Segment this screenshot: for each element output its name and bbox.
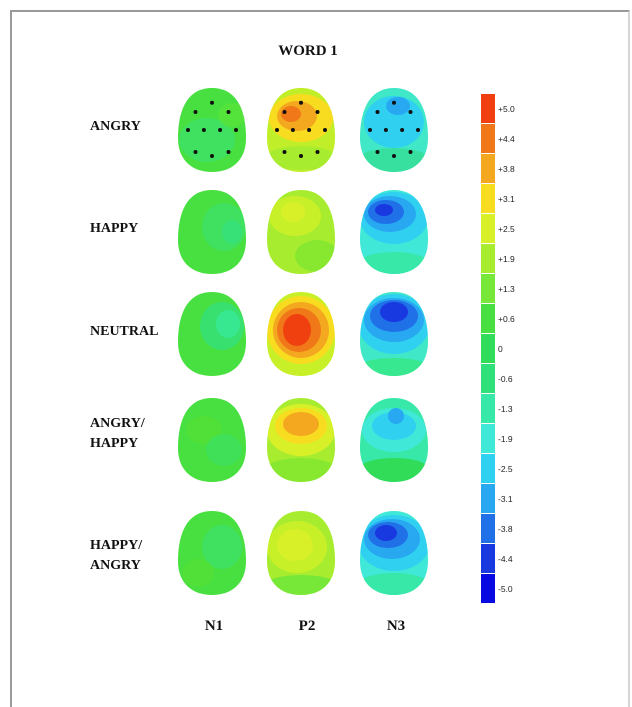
electrode-dot bbox=[210, 154, 214, 158]
color-scale-swatch bbox=[481, 184, 495, 213]
electrode-dot bbox=[299, 154, 303, 158]
color-scale-swatch bbox=[481, 574, 495, 603]
electrode-dot bbox=[400, 128, 405, 132]
column-label-n3: N3 bbox=[386, 618, 406, 634]
electrode-dots-n3 bbox=[368, 100, 420, 158]
topomap-neutral-p2 bbox=[267, 292, 335, 376]
electrode-dot bbox=[193, 150, 198, 154]
color-scale-swatch bbox=[481, 244, 495, 273]
topomap-happy-angry-p2 bbox=[267, 511, 335, 595]
color-scale-label: +3.1 bbox=[498, 194, 515, 204]
topomap-angry-p2 bbox=[267, 88, 335, 172]
color-scale-label: +2.5 bbox=[498, 224, 515, 234]
electrode-dot bbox=[226, 110, 231, 114]
electrode-dot bbox=[408, 110, 413, 114]
electrode-dot bbox=[275, 128, 279, 132]
electrode-dot bbox=[282, 110, 287, 114]
color-scale-label: +0.6 bbox=[498, 314, 515, 324]
electrode-dot bbox=[234, 128, 238, 132]
topomap-angry-happy-n1 bbox=[178, 398, 246, 482]
electrode-dot bbox=[392, 154, 396, 158]
topomap-happy-p2 bbox=[267, 190, 335, 274]
electrode-dot bbox=[383, 128, 388, 132]
color-scale-swatch bbox=[481, 274, 495, 303]
electrode-dot bbox=[226, 150, 231, 154]
electrode-dot bbox=[307, 128, 312, 132]
column-label-n1: N1 bbox=[204, 618, 224, 634]
color-scale-swatch bbox=[481, 304, 495, 333]
column-label-p2: P2 bbox=[298, 618, 316, 634]
electrode-dot bbox=[315, 110, 320, 114]
color-scale-label: -1.3 bbox=[498, 404, 513, 414]
color-scale-swatch bbox=[481, 334, 495, 363]
color-scale-swatch bbox=[481, 484, 495, 513]
electrode-dot bbox=[290, 128, 295, 132]
color-scale-label: -2.5 bbox=[498, 464, 513, 474]
color-scale-swatch bbox=[481, 544, 495, 573]
color-scale-label: +1.3 bbox=[498, 284, 515, 294]
topomap-happy-angry-n1 bbox=[178, 511, 246, 595]
electrode-dot bbox=[210, 100, 214, 105]
topomap-happy-n3 bbox=[360, 190, 428, 274]
row-label-happy: HAPPY bbox=[90, 221, 139, 236]
electrode-dot bbox=[218, 128, 223, 132]
topomap-happy-angry-n3 bbox=[360, 511, 428, 595]
topomap-angry-happy-p2 bbox=[267, 398, 335, 482]
electrode-dot bbox=[282, 150, 287, 154]
electrode-dot bbox=[193, 110, 198, 114]
row-label-happy-angry: HAPPY/ ANGRY bbox=[90, 538, 143, 573]
color-scale-label: +1.9 bbox=[498, 254, 515, 264]
color-scale-swatch bbox=[481, 94, 495, 123]
electrode-dot bbox=[375, 110, 380, 114]
color-scale-label: 0 bbox=[498, 344, 503, 354]
color-scale-label: +4.4 bbox=[498, 134, 515, 144]
electrode-dot bbox=[299, 100, 303, 105]
topomap-neutral-n1 bbox=[178, 292, 246, 376]
color-scale-swatch bbox=[481, 514, 495, 543]
electrode-dot bbox=[201, 128, 206, 132]
row-label-angry: ANGRY bbox=[90, 119, 141, 134]
color-scale-label: -4.4 bbox=[498, 554, 513, 564]
row-label-angry-happy: ANGRY/ HAPPY bbox=[90, 416, 145, 451]
color-scale-swatch bbox=[481, 124, 495, 153]
electrode-dot bbox=[186, 128, 190, 132]
color-scale-label: +3.8 bbox=[498, 164, 515, 174]
electrode-dot bbox=[315, 150, 320, 154]
color-scale-label: -0.6 bbox=[498, 374, 513, 384]
color-scale-swatch bbox=[481, 424, 495, 453]
electrode-dot bbox=[408, 150, 413, 154]
electrode-dot bbox=[416, 128, 420, 132]
color-scale-swatch bbox=[481, 154, 495, 183]
color-scale-label: -1.9 bbox=[498, 434, 513, 444]
electrode-dot bbox=[368, 128, 372, 132]
color-scale-label: +5.0 bbox=[498, 104, 515, 114]
electrode-dot bbox=[392, 100, 396, 105]
electrode-dots-p2 bbox=[275, 100, 327, 158]
topomap-happy-n1 bbox=[178, 190, 246, 274]
color-scale-label: -3.1 bbox=[498, 494, 513, 504]
color-scale-label: -3.8 bbox=[498, 524, 513, 534]
electrode-dot bbox=[323, 128, 327, 132]
electrode-dots-n1 bbox=[186, 100, 238, 158]
color-scale-swatch bbox=[481, 364, 495, 393]
topomap-angry-happy-n3 bbox=[360, 398, 428, 482]
topomap-angry-n1 bbox=[178, 88, 246, 172]
topomap-neutral-n3 bbox=[360, 292, 428, 376]
figure-title: WORD 1 bbox=[278, 43, 338, 59]
color-scale-bar bbox=[481, 94, 495, 603]
electrode-dot bbox=[375, 150, 380, 154]
color-scale-label: -5.0 bbox=[498, 584, 513, 594]
color-scale-swatch bbox=[481, 394, 495, 423]
row-label-neutral: NEUTRAL bbox=[90, 324, 159, 339]
topomap-angry-n3 bbox=[360, 88, 428, 172]
color-scale-swatch bbox=[481, 214, 495, 243]
color-scale-swatch bbox=[481, 454, 495, 483]
